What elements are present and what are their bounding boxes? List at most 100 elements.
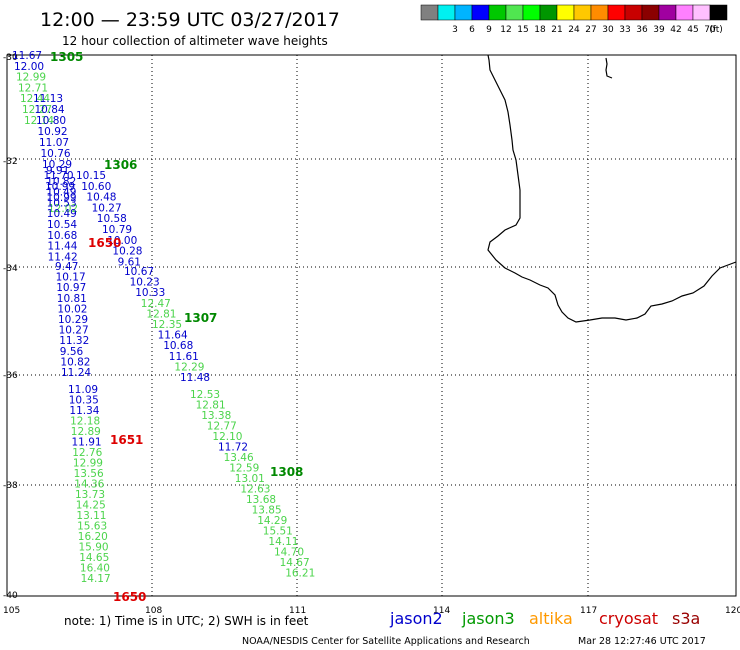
track-point: 13.68 bbox=[246, 494, 276, 506]
legend-tick: 9 bbox=[486, 25, 492, 35]
track-point: 13.46 bbox=[224, 452, 254, 464]
satellite-name: cryosat bbox=[599, 609, 658, 628]
track-point: 10.80 bbox=[36, 115, 66, 127]
legend-swatch bbox=[539, 4, 558, 21]
track-point: 13.01 bbox=[235, 473, 265, 485]
legend-swatch bbox=[641, 4, 660, 21]
track-point: 12.71 bbox=[18, 82, 48, 94]
track-point: 11.09 bbox=[68, 384, 98, 396]
track-point: 13.38 bbox=[201, 410, 231, 422]
track-point: 10.17 bbox=[56, 272, 86, 284]
footer-note: note: 1) Time is in UTC; 2) SWH is in fe… bbox=[64, 614, 309, 628]
track-point: 15.90 bbox=[79, 542, 109, 554]
track-point: 13.85 bbox=[252, 505, 282, 517]
track-point: 12.99 bbox=[73, 458, 103, 470]
track-point: 10.82 bbox=[60, 356, 90, 368]
track-point: 10.84 bbox=[35, 104, 65, 116]
track-point: 10.23 bbox=[130, 277, 160, 289]
track-point: 10.15 bbox=[76, 170, 106, 182]
legend-swatch bbox=[420, 4, 439, 21]
track-point: 9.47 bbox=[55, 261, 78, 273]
lat-label: -36 bbox=[3, 371, 18, 381]
lon-label: 114 bbox=[433, 606, 450, 616]
track-point: 11.32 bbox=[59, 335, 89, 347]
australia-southwest-coast bbox=[487, 54, 737, 323]
track-point: 16.40 bbox=[80, 563, 110, 575]
lat-label: -30 bbox=[3, 53, 18, 63]
legend-tick: 70 bbox=[704, 25, 716, 35]
legend-swatch bbox=[488, 4, 507, 21]
legend-tick: 45 bbox=[687, 25, 698, 35]
legend-tick: 33 bbox=[619, 25, 630, 35]
track-point: 14.17 bbox=[81, 573, 111, 585]
pass-label: 1306 bbox=[104, 158, 137, 172]
track-point: 12.47 bbox=[141, 298, 171, 310]
satellite-name: s3a bbox=[672, 609, 700, 628]
track-point: 12.18 bbox=[70, 416, 100, 428]
satellite-legend: jason2 jason3 altika cryosat s3a bbox=[389, 609, 700, 628]
legend-swatch bbox=[692, 4, 711, 21]
track-point: 12.53 bbox=[190, 389, 220, 401]
coastline bbox=[487, 54, 737, 323]
plot-border bbox=[6, 54, 737, 597]
track-point: 12.35 bbox=[152, 319, 182, 331]
track-point: 10.99 bbox=[47, 192, 77, 204]
satellite-name: altika bbox=[529, 609, 573, 628]
pass-labels: 1305 1306 1307 1308 1650 1651 1650 bbox=[50, 50, 303, 604]
track-point: 12.00 bbox=[14, 61, 44, 73]
lat-label: -38 bbox=[3, 481, 18, 491]
track-point: 11.34 bbox=[69, 405, 99, 417]
pass-label: 1650 bbox=[113, 590, 146, 604]
track-point: 10.81 bbox=[57, 293, 87, 305]
legend-tick: 27 bbox=[585, 25, 596, 35]
track-point: 10.92 bbox=[38, 126, 68, 138]
legend-tick: 15 bbox=[517, 25, 528, 35]
track-point: 10.97 bbox=[56, 282, 86, 294]
track-point: 12.63 bbox=[240, 484, 270, 496]
legend-tick: 39 bbox=[653, 25, 665, 35]
track-point: 12.99 bbox=[16, 72, 46, 84]
track-point: 11.61 bbox=[169, 351, 199, 363]
track-point: 10.48 bbox=[86, 192, 116, 204]
legend-swatch bbox=[471, 4, 490, 21]
lat-axis-labels: -30 -32 -34 -36 -38 -40 bbox=[3, 53, 18, 601]
track-point: 12.44 bbox=[20, 93, 50, 105]
track-point: 11.67 bbox=[12, 50, 42, 62]
footer-timestamp: Mar 28 12:27:46 UTC 2017 bbox=[578, 636, 706, 647]
pass-label: 1305 bbox=[50, 50, 83, 64]
track-point: 10.35 bbox=[69, 395, 99, 407]
pass-label: 1308 bbox=[270, 465, 303, 479]
track-point: 10.99 bbox=[45, 181, 75, 193]
legend-tick: 6 bbox=[469, 25, 475, 35]
track-point: 10.79 bbox=[102, 224, 132, 236]
track-point: 11.48 bbox=[180, 372, 210, 384]
track-point: 10.29 bbox=[58, 314, 88, 326]
track-point: 14.25 bbox=[76, 500, 106, 512]
footer-credit: NOAA/NESDIS Center for Satellite Applica… bbox=[242, 636, 530, 647]
track-point: 10.53 bbox=[47, 197, 77, 209]
plot-frame bbox=[6, 54, 737, 597]
track-point: 10.49 bbox=[46, 187, 76, 199]
footer: note: 1) Time is in UTC; 2) SWH is in fe… bbox=[64, 609, 706, 647]
track-point: 11.13 bbox=[33, 93, 63, 105]
legend-tick: 21 bbox=[551, 25, 562, 35]
track-point: 14.29 bbox=[257, 515, 287, 527]
track-point: 10.76 bbox=[41, 148, 71, 160]
legend-tick: 36 bbox=[636, 25, 648, 35]
track-point: 14.67 bbox=[280, 557, 310, 569]
track-point: 10.49 bbox=[47, 208, 77, 220]
track-point: 11.91 bbox=[72, 437, 102, 449]
legend-tick: 3 bbox=[452, 25, 458, 35]
track-point: 10.82 bbox=[46, 176, 76, 188]
lon-label: 108 bbox=[145, 606, 162, 616]
track-point: 12.81 bbox=[146, 308, 176, 320]
satellite-name: jason3 bbox=[461, 609, 515, 628]
track-point: 11.44 bbox=[47, 241, 77, 253]
track-point: 14.36 bbox=[74, 479, 104, 491]
track-point: 12.14 bbox=[24, 115, 54, 127]
track-point: 16.20 bbox=[78, 531, 108, 543]
lat-label: -32 bbox=[3, 157, 18, 167]
track-point: 14.70 bbox=[274, 547, 304, 559]
legend-tick: 18 bbox=[534, 25, 546, 35]
